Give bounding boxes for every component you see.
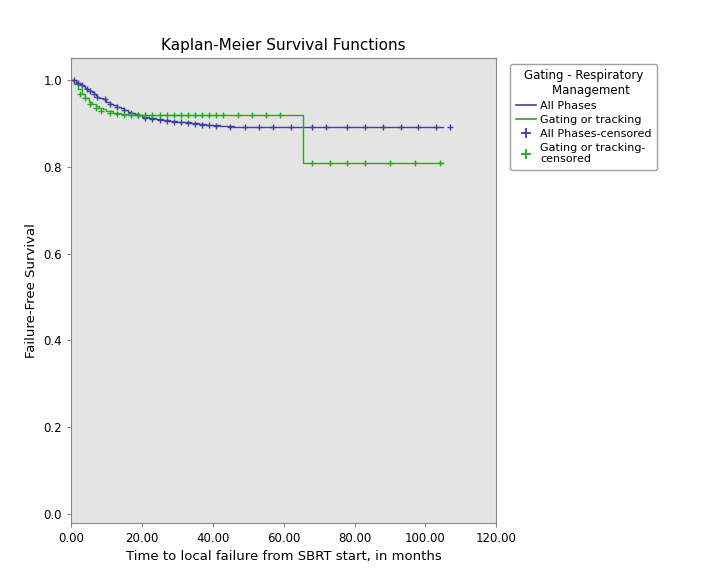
Title: Kaplan-Meier Survival Functions: Kaplan-Meier Survival Functions xyxy=(161,38,406,53)
Y-axis label: Failure-Free Survival: Failure-Free Survival xyxy=(25,223,38,358)
Legend: All Phases, Gating or tracking, All Phases-censored, Gating or tracking-
censore: All Phases, Gating or tracking, All Phas… xyxy=(510,64,657,170)
X-axis label: Time to local failure from SBRT start, in months: Time to local failure from SBRT start, i… xyxy=(125,550,442,564)
